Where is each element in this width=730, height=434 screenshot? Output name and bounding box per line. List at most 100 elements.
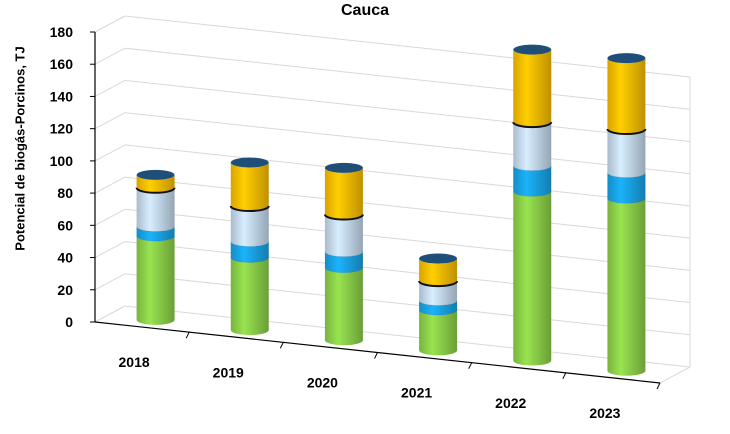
axes [90, 31, 661, 390]
bar-seam [606, 128, 647, 136]
gridline [124, 144, 691, 207]
x-tick-mark [562, 372, 567, 380]
y-tick-label: 100 [50, 153, 74, 169]
bar-segment [230, 241, 269, 263]
bar-segment [419, 300, 458, 316]
bar-seam [418, 300, 458, 306]
bar-segment [136, 187, 175, 232]
x-tick-label: 2021 [401, 385, 432, 401]
bar-seam [607, 198, 646, 204]
bar-stack-2019 [229, 157, 270, 336]
gridline [124, 79, 691, 142]
gridline [124, 241, 691, 304]
bars [135, 44, 647, 376]
x-tick-mark [468, 362, 473, 369]
bar-segment [136, 226, 175, 242]
gridline [124, 176, 691, 239]
y-tick-labels: 0 20 40 60 80 100 120 140 160 180 [50, 24, 74, 330]
gridline-side [94, 305, 126, 323]
x-tick-label: 2022 [495, 395, 526, 411]
bar-cap [513, 44, 552, 55]
x-tick-labels: 2018 2019 2020 2021 2022 2023 [119, 354, 621, 421]
bar-segment [607, 58, 646, 135]
bar-stack-2018 [135, 169, 176, 325]
y-tick-label: 160 [50, 56, 74, 72]
bar-segment [230, 257, 269, 336]
bar-stack-2021 [418, 253, 459, 356]
gridline-side [94, 112, 126, 130]
bar-seam [136, 226, 175, 232]
bar-segment [513, 122, 552, 171]
gridline [124, 208, 691, 271]
bar-stack-2020 [323, 162, 364, 346]
bar-seam [230, 257, 270, 263]
floor-edge [659, 366, 691, 384]
bar-seam [418, 310, 458, 316]
bar-cap [324, 162, 363, 173]
x-tick-label: 2020 [307, 374, 338, 390]
bar-cap [607, 53, 646, 64]
gridline [124, 305, 691, 368]
x-tick-mark [185, 331, 190, 339]
bar-segment [230, 162, 269, 211]
bar-segment [513, 191, 552, 366]
gridline-side [94, 144, 126, 162]
chart-title: Cauca [340, 2, 390, 19]
y-tick-label: 40 [57, 250, 73, 266]
gridline [124, 112, 691, 175]
bar-segment [419, 310, 458, 356]
x-tick-mark [374, 352, 378, 359]
y-tick-label: 180 [50, 24, 74, 40]
gridline-side [94, 80, 126, 97]
y-tick-label: 140 [50, 88, 74, 104]
x-tick-mark [279, 342, 284, 349]
bar-seam [607, 172, 646, 178]
bar-segment [607, 172, 646, 204]
bar-seam [324, 251, 364, 257]
bar-stack-2022 [512, 44, 553, 366]
bar-seam [512, 121, 553, 129]
bar-stack-2023 [606, 53, 647, 376]
bar-segment [419, 258, 458, 287]
bar-seam [512, 191, 552, 197]
gridline [124, 47, 691, 110]
y-tick-label: 60 [57, 217, 73, 233]
bar-seam [418, 280, 459, 288]
y-tick-label: 0 [65, 314, 73, 330]
x-tick-label: 2018 [119, 354, 150, 370]
bar-segment [513, 165, 552, 197]
gridline [124, 273, 691, 336]
x-tick-mark [656, 382, 661, 390]
y-tick-label: 120 [50, 121, 74, 137]
bar-segment [419, 281, 458, 306]
bar-seam [512, 165, 552, 171]
bar-segment [324, 214, 363, 257]
bar-cap [230, 157, 269, 168]
bar-seam [230, 241, 270, 247]
gridline-side [94, 15, 126, 33]
bar-segment [513, 49, 552, 128]
bar-segment [136, 174, 175, 193]
bar-seam [324, 267, 364, 273]
x-tick-label: 2019 [213, 364, 244, 380]
gridline-side [94, 273, 126, 291]
gridline-side [94, 176, 126, 194]
gridline [124, 15, 691, 78]
bar-segment [607, 129, 646, 178]
gridline-side [94, 208, 126, 226]
bar-segment [607, 198, 646, 376]
bar-segment [324, 267, 363, 346]
y-tick-label: 20 [57, 282, 73, 298]
bar-segment [136, 236, 175, 325]
gridline-side [94, 47, 126, 65]
bar-seam [229, 205, 270, 212]
back-walls [659, 77, 691, 384]
y-tick-label: 80 [57, 185, 73, 201]
bar-segment [324, 251, 363, 273]
bar-segment [230, 205, 269, 247]
bar-cap [419, 253, 458, 264]
gridlines [94, 15, 691, 368]
bar-seam [135, 187, 176, 194]
